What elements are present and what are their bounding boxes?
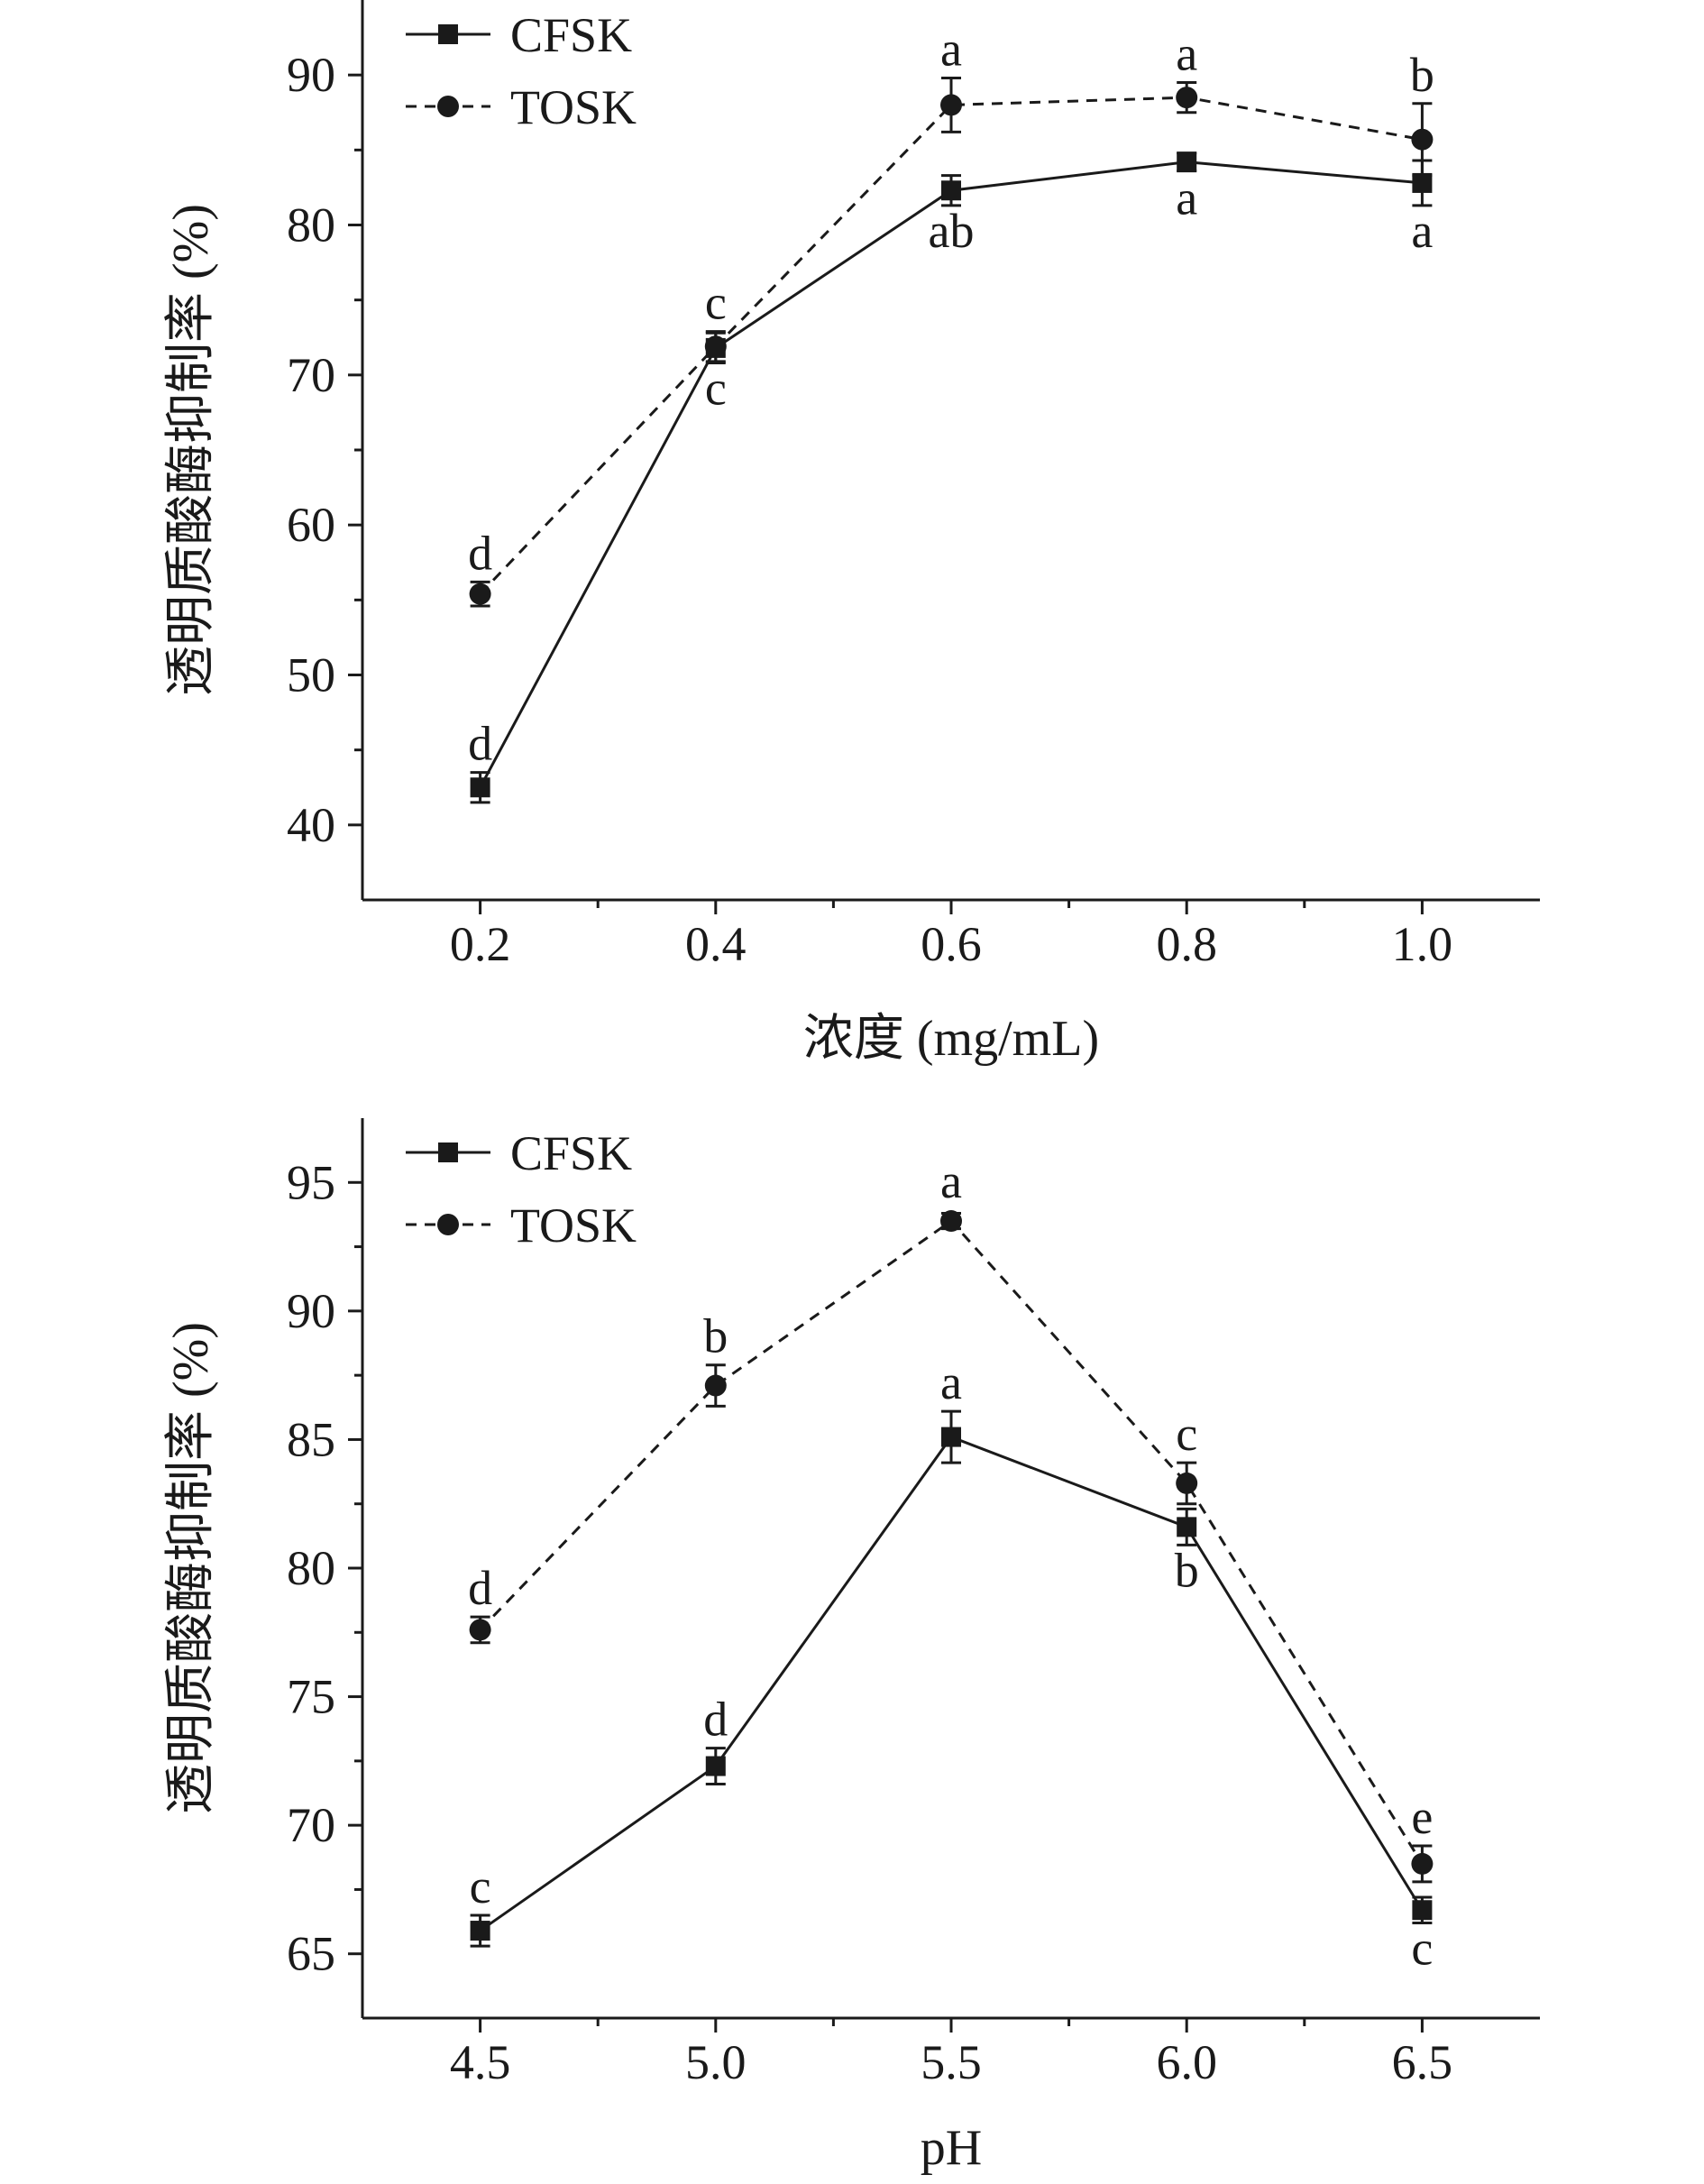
x-axis-title: 浓度 (mg/mL): [803, 1011, 1099, 1067]
data-point-circle: [1411, 128, 1434, 151]
x-axis-title: pH: [921, 2120, 982, 2176]
data-point-square: [941, 1427, 961, 1447]
data-point-circle: [469, 583, 491, 605]
data-point-circle: [940, 94, 962, 116]
chart-panel-2: 65 70 75 80 85 90 95 4.5 5.0 5.5 6.0 6.5 pH 透明质酸酶抑制率 …: [163, 1118, 1540, 2176]
legend: CFSK TOSK: [406, 8, 637, 134]
y-tick-label: 90: [287, 48, 335, 102]
x-tick-label: 1.0: [1392, 917, 1453, 971]
data-point-square: [705, 1756, 726, 1776]
significance-label: a: [1176, 26, 1197, 80]
series-line-cfsk: [479, 1435, 1424, 1932]
y-tick-label: 40: [287, 798, 335, 852]
significance-label: a: [940, 22, 962, 76]
significance-label: d: [468, 1561, 492, 1615]
legend-marker-circle: [437, 1214, 459, 1235]
data-point-circle: [1176, 87, 1198, 109]
significance-label: ab: [929, 204, 975, 258]
data-point-square: [1177, 1517, 1197, 1537]
y-tick-label: 70: [287, 1798, 335, 1852]
y-tick-label: 85: [287, 1412, 335, 1466]
data-point-square: [470, 777, 490, 798]
legend-label: CFSK: [510, 1126, 632, 1180]
significance-label: b: [703, 1309, 728, 1363]
significance-label: a: [1411, 204, 1433, 258]
y-tick-label: 95: [287, 1155, 335, 1209]
y-tick-label: 80: [287, 198, 335, 252]
x-tick-label: 6.5: [1392, 2035, 1453, 2089]
y-tick-label: 60: [287, 498, 335, 552]
legend-label: TOSK: [510, 80, 637, 134]
significance-label: c: [1176, 1407, 1197, 1461]
y-tick-label: 75: [287, 1670, 335, 1724]
data-point-square: [941, 180, 961, 201]
significance-label: a: [1176, 171, 1197, 225]
legend-label: TOSK: [510, 1198, 637, 1253]
significance-label: a: [940, 1355, 962, 1409]
legend-marker-circle: [437, 96, 459, 117]
significance-label: c: [705, 276, 727, 330]
series-tosk: dca a b: [468, 22, 1434, 608]
legend-label: CFSK: [510, 8, 632, 62]
x-tick-label: 5.0: [685, 2035, 747, 2089]
significance-label: a: [940, 1154, 962, 1208]
data-point-circle: [1411, 1852, 1434, 1875]
data-point-circle: [469, 1619, 491, 1641]
y-tick-label: 90: [287, 1284, 335, 1338]
y-tick-label: 80: [287, 1541, 335, 1595]
significance-label: d: [468, 526, 492, 580]
y-axis-title: 透明质酸酶抑制率 (%): [163, 1322, 219, 1814]
chart-panel-1: 40 50 60 70 80 90 0.2 0.4 0.6 0.8 1.0 浓度 (mg/mL) 透明质…: [163, 0, 1540, 1067]
significance-label: c: [470, 1859, 491, 1913]
significance-label: c: [705, 362, 727, 416]
significance-label: c: [1411, 1921, 1433, 1975]
data-point-square: [1412, 1900, 1433, 1921]
x-tick-label: 4.5: [450, 2035, 511, 2089]
significance-label: b: [1410, 48, 1434, 102]
legend-marker-square: [438, 24, 458, 44]
significance-label: b: [1175, 1543, 1199, 1597]
data-point-circle: [704, 335, 727, 358]
significance-label: d: [468, 717, 492, 771]
series-tosk: d b a c e: [468, 1154, 1434, 1884]
series-cfsk: d c ab a a: [468, 151, 1433, 804]
y-tick-label: 50: [287, 648, 335, 702]
y-tick-label: 70: [287, 348, 335, 402]
x-tick-label: 0.8: [1156, 917, 1217, 971]
y-axis-title: 透明质酸酶抑制率 (%): [163, 204, 219, 696]
y-tick-label: 65: [287, 1927, 335, 1981]
x-tick-label: 0.2: [450, 917, 511, 971]
data-point-circle: [940, 1210, 962, 1233]
legend: CFSK TOSK: [406, 1126, 637, 1253]
series-line-tosk: [479, 96, 1423, 595]
data-point-square: [1177, 151, 1197, 172]
series-cfsk: c d a b c: [470, 1355, 1434, 1975]
data-point-circle: [704, 1374, 727, 1397]
series-line-tosk: [479, 1219, 1424, 1865]
data-point-square: [470, 1921, 490, 1941]
x-tick-label: 0.4: [685, 917, 747, 971]
x-tick-label: 0.6: [921, 917, 982, 971]
significance-label: d: [703, 1693, 728, 1747]
data-point-square: [1412, 172, 1433, 193]
legend-marker-square: [438, 1142, 458, 1162]
x-tick-label: 6.0: [1156, 2035, 1217, 2089]
x-tick-label: 5.5: [921, 2035, 982, 2089]
data-point-circle: [1176, 1472, 1198, 1494]
significance-label: e: [1411, 1790, 1433, 1844]
